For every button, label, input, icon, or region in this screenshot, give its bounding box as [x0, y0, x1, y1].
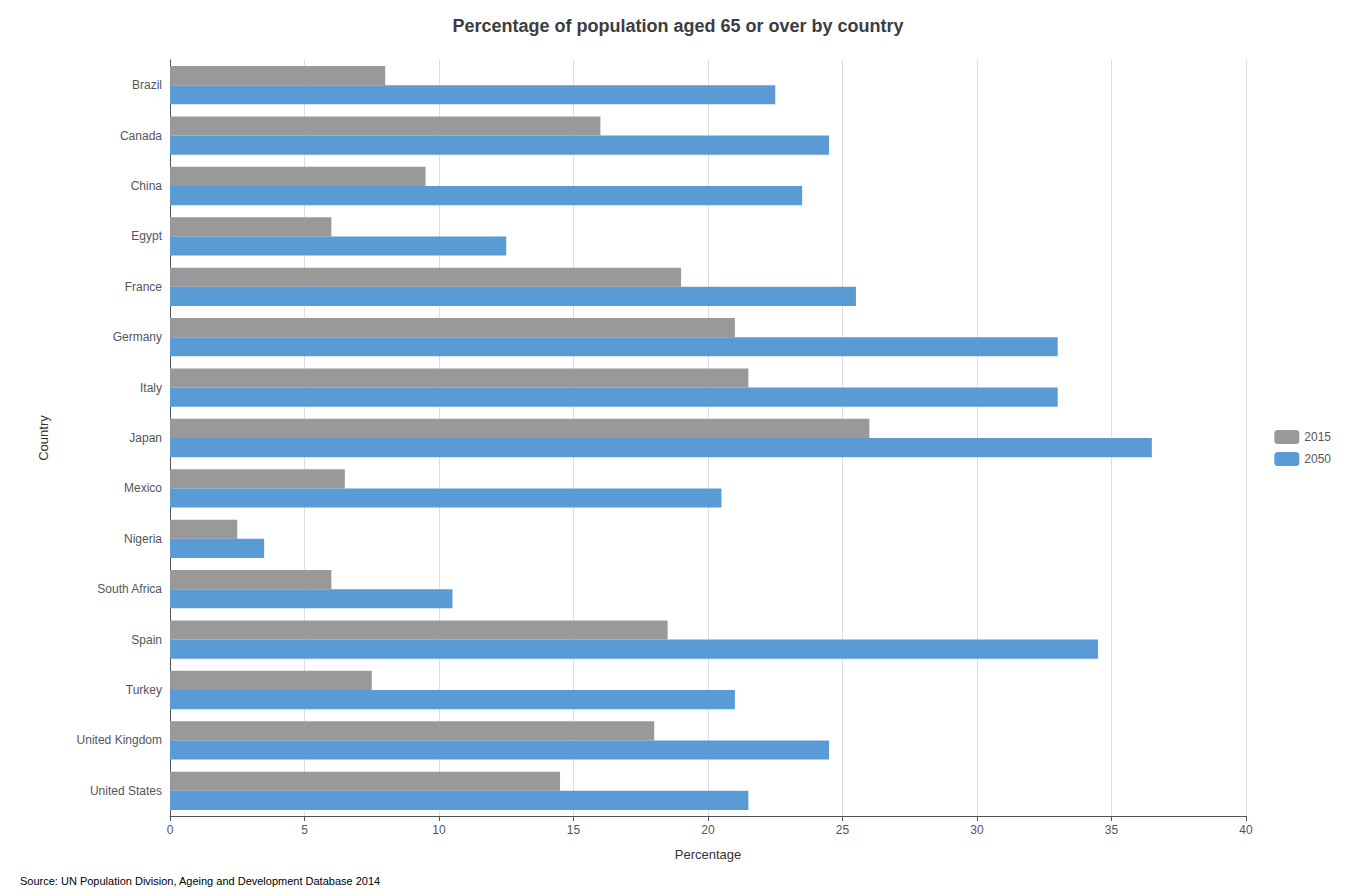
- svg-text:2015: 2015: [1304, 430, 1331, 444]
- svg-text:Country: Country: [36, 415, 51, 461]
- svg-text:15: 15: [567, 823, 581, 837]
- svg-text:30: 30: [970, 823, 984, 837]
- svg-text:United States: United States: [90, 784, 162, 798]
- svg-text:China: China: [131, 179, 163, 193]
- svg-text:Percentage: Percentage: [675, 847, 742, 862]
- svg-text:Turkey: Turkey: [126, 683, 162, 697]
- svg-text:10: 10: [432, 823, 446, 837]
- svg-text:Germany: Germany: [113, 330, 162, 344]
- svg-text:Italy: Italy: [140, 381, 162, 395]
- svg-text:Mexico: Mexico: [124, 481, 162, 495]
- svg-text:France: France: [125, 280, 163, 294]
- svg-text:Canada: Canada: [120, 129, 162, 143]
- svg-text:Japan: Japan: [129, 431, 162, 445]
- svg-text:25: 25: [836, 823, 850, 837]
- svg-text:United Kingdom: United Kingdom: [77, 733, 162, 747]
- svg-text:Brazil: Brazil: [132, 78, 162, 92]
- svg-text:South Africa: South Africa: [97, 582, 162, 596]
- svg-text:2050: 2050: [1304, 452, 1331, 466]
- svg-text:0: 0: [167, 823, 174, 837]
- svg-text:35: 35: [1105, 823, 1119, 837]
- svg-text:Spain: Spain: [131, 633, 162, 647]
- svg-text:Source: UN Population Division: Source: UN Population Division, Ageing a…: [20, 875, 380, 887]
- svg-text:Nigeria: Nigeria: [124, 532, 162, 546]
- svg-text:40: 40: [1239, 823, 1253, 837]
- svg-text:20: 20: [701, 823, 715, 837]
- svg-text:Egypt: Egypt: [131, 229, 162, 243]
- svg-text:Percentage of population aged: Percentage of population aged 65 or over…: [452, 16, 903, 36]
- svg-text:5: 5: [301, 823, 308, 837]
